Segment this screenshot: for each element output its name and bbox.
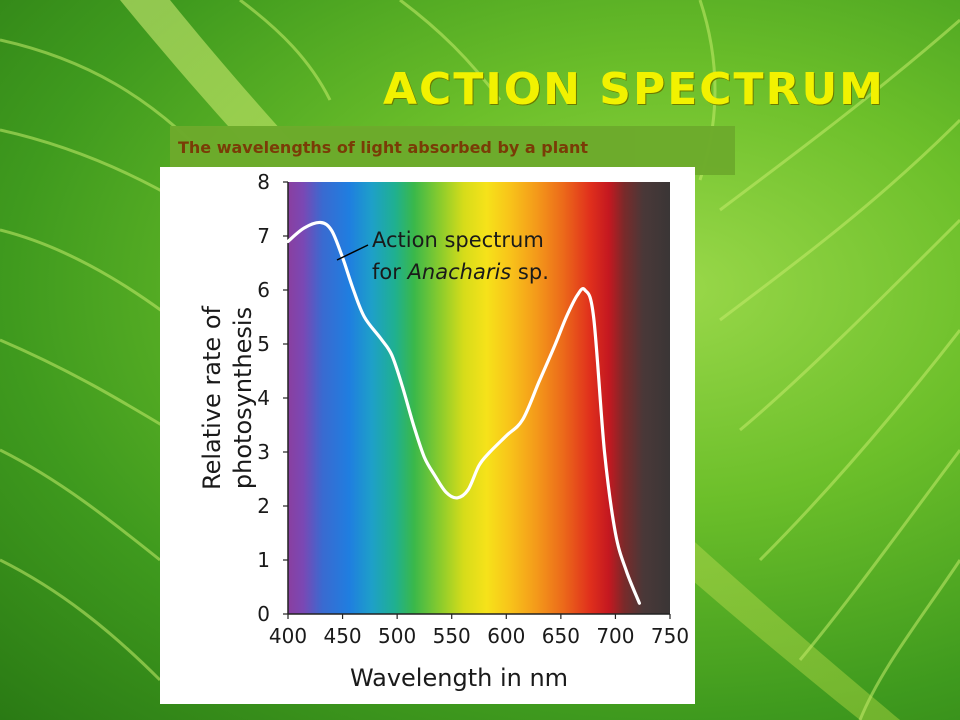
series-line-action-spectrum	[286, 220, 641, 605]
action-spectrum-chart: 0 1 2 3 4 5 6 7 8 400 450 500 550 600 650 700 750 Action…	[198, 170, 689, 692]
annotation-species: Anacharis	[406, 260, 512, 284]
subtitle-box: The wavelengths of light absorbed by a p…	[170, 126, 735, 175]
chart-panel: 0 1 2 3 4 5 6 7 8 400 450 500 550 600 650 700 750 Action…	[160, 167, 695, 704]
y-tick-label: 4	[257, 386, 270, 410]
y-axis-label-line-2: photosynthesis	[229, 307, 257, 489]
y-tick-label: 2	[257, 494, 270, 518]
slide-subtitle: The wavelengths of light absorbed by a p…	[178, 138, 589, 157]
y-axis-label-line-1: Relative rate of	[198, 305, 226, 489]
chart-ticks: 0 1 2 3 4 5 6 7 8 400 450 500 550 600 650 700 750	[257, 170, 689, 648]
y-tick-label: 3	[257, 440, 270, 464]
y-tick-label: 0	[257, 602, 270, 626]
annotation-pointer	[336, 244, 369, 261]
x-tick-label: 500	[378, 624, 416, 648]
y-axis-label: Relative rate of photosynthesis	[198, 305, 257, 489]
x-tick-label: 550	[433, 624, 471, 648]
y-tick-label: 6	[257, 278, 270, 302]
x-tick-label: 650	[542, 624, 580, 648]
x-tick-label: 450	[323, 624, 361, 648]
y-tick-label: 7	[257, 224, 270, 248]
spectrum-background	[288, 182, 670, 614]
y-tick-label: 8	[257, 170, 270, 194]
x-tick-label: 750	[651, 624, 689, 648]
y-tick-label: 5	[257, 332, 270, 356]
x-tick-label: 400	[269, 624, 307, 648]
annotation-prefix: for	[372, 260, 408, 284]
annotation-line-2: for Anacharis sp.	[372, 260, 549, 284]
slide-title: Action Spectrum	[383, 64, 885, 115]
y-tick-label: 1	[257, 548, 270, 572]
x-tick-label: 700	[596, 624, 634, 648]
x-axis-label: Wavelength in nm	[350, 664, 568, 692]
annotation-line-1: Action spectrum	[372, 228, 544, 252]
annotation-suffix: sp.	[511, 260, 549, 284]
x-tick-label: 600	[487, 624, 525, 648]
